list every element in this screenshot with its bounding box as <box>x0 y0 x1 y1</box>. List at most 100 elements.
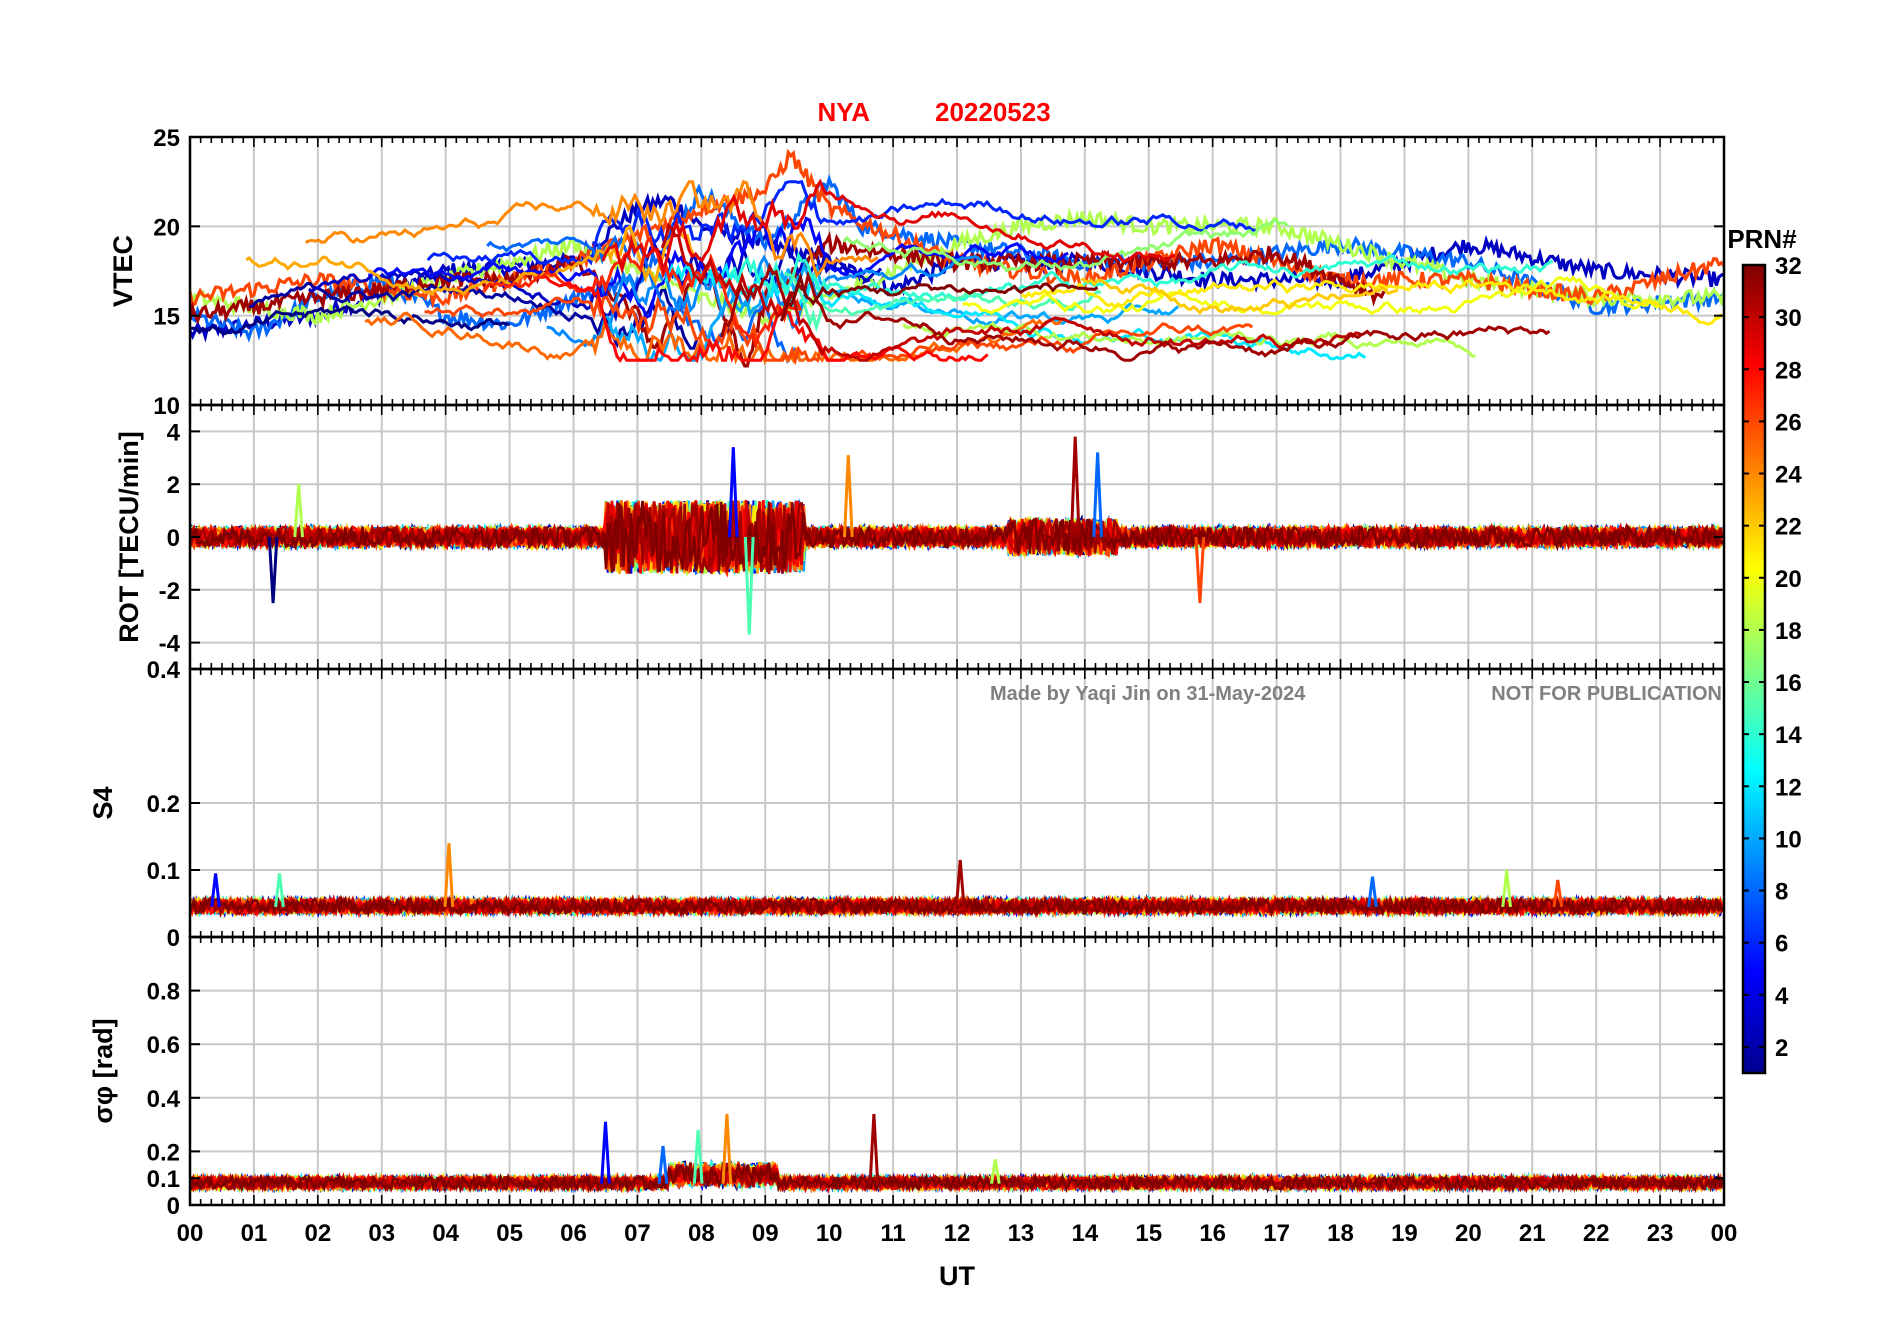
panel-vtec-series <box>190 148 1724 368</box>
x-tick-label: 02 <box>304 1220 331 1247</box>
x-tick-label: 20 <box>1455 1220 1482 1247</box>
rot-peak <box>267 536 279 604</box>
sigma_phi-peak <box>692 1129 704 1184</box>
colorbar-tick-label: 14 <box>1775 722 1802 749</box>
x-tick-label: 13 <box>1008 1220 1035 1247</box>
colorbar-tick-label: 22 <box>1775 514 1802 541</box>
rot-peak <box>743 536 755 635</box>
vtec-track-prn-15 <box>783 271 1102 333</box>
colorbar-tick-label: 4 <box>1775 983 1789 1010</box>
panel-sigma_phi-series <box>190 1113 1724 1194</box>
x-tick-label: 16 <box>1199 1220 1226 1247</box>
y-tick-label: -4 <box>159 631 181 658</box>
y-tick-label: 0 <box>167 525 180 552</box>
vtec-track-prn-22 <box>1080 277 1399 315</box>
sigma_phi-peak <box>600 1121 611 1184</box>
vtec-track-prn-17 <box>842 217 1290 273</box>
colorbar-tick-label: 30 <box>1775 305 1802 332</box>
watermark-notice: NOT FOR PUBLICATION <box>1491 683 1722 705</box>
x-tick-label: 01 <box>241 1220 268 1247</box>
panel-vtec: 10 15 20 25 VTEC <box>108 125 1726 420</box>
y-tick-label: 0.2 <box>147 1139 180 1166</box>
sigma_phi-peak <box>868 1113 880 1184</box>
x-tick-label: 17 <box>1263 1220 1290 1247</box>
sigma_phi-peak <box>721 1113 733 1184</box>
colorbar-gradient <box>1741 263 1767 1075</box>
s4-peak <box>954 859 966 908</box>
s4-peak <box>1367 876 1378 908</box>
y-axis-label-vtec: VTEC <box>108 235 138 307</box>
y-tick-label: -2 <box>159 578 180 605</box>
x-tick-labels: 00 01 02 03 04 05 06 07 08 09 10 11 12 13 14 15 16 17 18 19… <box>177 1220 1738 1247</box>
y-tick-label: 0.4 <box>147 657 181 684</box>
y-tick-label: 20 <box>153 214 180 241</box>
colorbar-label: PRN# <box>1727 224 1797 254</box>
colorbar-tick-label: 6 <box>1775 931 1788 958</box>
panel-s4: 0 0.1 0.2 0.4 S4 <box>88 657 1726 952</box>
y-tick-label: 0.6 <box>147 1032 180 1059</box>
panel-s4-series <box>190 843 1724 919</box>
sigma_phi-peak <box>657 1145 669 1184</box>
rot-peak <box>728 447 739 538</box>
rot-peak <box>293 484 304 538</box>
y-axis-label-sigma-phi: σφ [rad] <box>88 1018 118 1123</box>
s4-peak <box>1552 879 1564 908</box>
vtec-track-prn-28 <box>543 275 989 364</box>
panel-rot-series <box>190 436 1724 635</box>
x-tick-label: 00 <box>1711 1220 1738 1247</box>
x-tick-label: 05 <box>496 1220 523 1247</box>
y-tick-label: 0 <box>167 925 180 952</box>
colorbar-tick-label: 18 <box>1775 618 1802 645</box>
vtec-track-prn-24 <box>305 179 879 279</box>
chart-title-date: 20220523 <box>935 97 1051 127</box>
s4-peak <box>1501 869 1512 908</box>
vtec-track-prn-6 <box>426 179 1256 266</box>
y-tick-label: 15 <box>153 304 180 331</box>
vtec-track-prn-2 <box>249 281 699 350</box>
x-tick-label: 21 <box>1519 1220 1546 1247</box>
y-axis-label-s4: S4 <box>88 786 118 819</box>
sigma_phi-series-prn-31 <box>190 1162 1724 1194</box>
vtec-series-prn-3 <box>190 192 1724 343</box>
x-tick-label: 03 <box>368 1220 395 1247</box>
y-tick-label: 4 <box>167 419 181 446</box>
rot-peak <box>1069 436 1081 538</box>
x-axis-label: UT <box>939 1261 975 1291</box>
panel-rot: -4 -2 0 2 4 ROT [TECU/min] <box>114 403 1726 671</box>
vtec-track-prn-1 <box>190 305 510 336</box>
vtec-track-prn-27 <box>482 234 802 350</box>
x-tick-label: 19 <box>1391 1220 1418 1247</box>
vtec-track-prn-20 <box>962 275 1664 316</box>
sigma_phi-series-prn-32 <box>190 1162 1724 1194</box>
vtec-track-prn-30 <box>660 222 1363 362</box>
x-tick-label: 14 <box>1071 1220 1098 1247</box>
x-tick-label: 09 <box>752 1220 779 1247</box>
colorbar-tick-label: 26 <box>1775 409 1802 436</box>
sigma_phi-peak <box>990 1159 1001 1184</box>
x-tick-label: 00 <box>177 1220 204 1247</box>
y-axis-label-rot: ROT [TECU/min] <box>114 431 144 642</box>
chart-title-station: NYA <box>817 97 870 127</box>
colorbar-tick-label: 24 <box>1775 462 1802 489</box>
panel-sigma_phi: 00.10.2 0.4 0.6 0.8 σφ [rad] <box>88 935 1726 1220</box>
rot-peak <box>843 455 854 538</box>
colorbar-tick-label: 32 <box>1775 253 1802 280</box>
vtec-track-prn-8 <box>486 234 804 365</box>
s4-peak <box>274 873 285 908</box>
rot-peak <box>1092 452 1103 538</box>
x-tick-label: 06 <box>560 1220 587 1247</box>
colorbar-tick-label: 10 <box>1775 826 1802 853</box>
vtec-series-prn-8 <box>190 173 1724 343</box>
watermark-credit: Made by Yaqi Jin on 31-May-2024 <box>990 683 1306 705</box>
y-tick-label: 25 <box>153 125 180 152</box>
y-tick-label: 0.2 <box>147 791 180 818</box>
x-tick-label: 11 <box>880 1220 905 1247</box>
x-tick-label: 10 <box>816 1220 843 1247</box>
x-tick-label: 15 <box>1135 1220 1162 1247</box>
y-tick-label: 2 <box>167 472 180 499</box>
vtec-track-prn-32 <box>779 271 1099 322</box>
y-tick-label: 0.4 <box>147 1086 181 1113</box>
